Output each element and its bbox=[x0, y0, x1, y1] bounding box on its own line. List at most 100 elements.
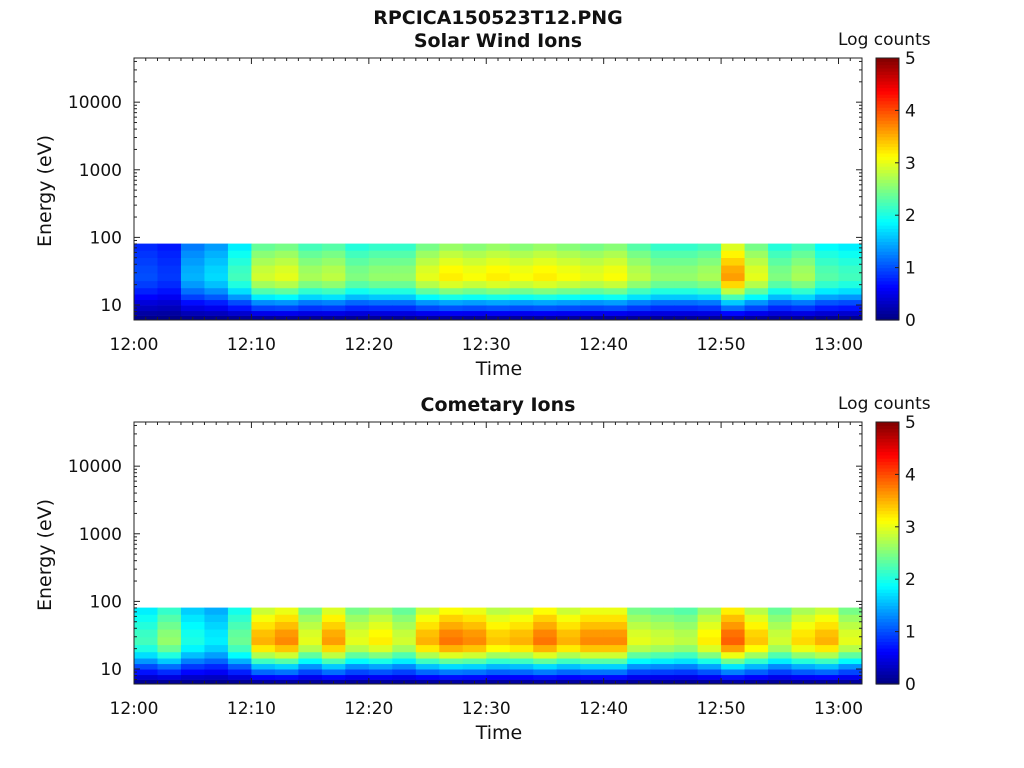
heatmap-cell bbox=[157, 273, 182, 282]
heatmap-cell bbox=[251, 243, 276, 251]
heatmap-cell bbox=[157, 305, 182, 312]
heatmap-cell bbox=[392, 614, 417, 622]
heatmap-cell bbox=[838, 651, 863, 659]
heatmap-cell bbox=[298, 644, 323, 653]
colorbar-segment bbox=[876, 90, 899, 95]
heatmap-cell bbox=[415, 273, 440, 282]
heatmap-cell bbox=[439, 273, 464, 282]
heatmap-cell bbox=[768, 265, 792, 274]
heatmap-cell bbox=[791, 305, 816, 312]
heatmap-cell bbox=[533, 663, 558, 670]
heatmap-cell bbox=[815, 644, 839, 653]
heatmap-cell bbox=[674, 243, 699, 251]
heatmap-cell bbox=[697, 629, 722, 638]
x-tick-label: 12:20 bbox=[344, 699, 393, 719]
heatmap-cell bbox=[815, 305, 839, 312]
heatmap-cell bbox=[274, 280, 299, 289]
colorbar-segment bbox=[876, 487, 899, 492]
heatmap-cell bbox=[768, 294, 792, 301]
colorbar-segment bbox=[876, 64, 899, 69]
heatmap-cell bbox=[627, 310, 652, 316]
colorbar-segment bbox=[876, 202, 899, 206]
heatmap-cell bbox=[509, 299, 534, 306]
x-tick-label: 13:00 bbox=[814, 699, 863, 719]
colorbar-segment bbox=[876, 444, 899, 449]
colorbar-tick-label: 5 bbox=[905, 49, 916, 69]
heatmap-cell bbox=[744, 607, 769, 615]
x-tick-label: 13:00 bbox=[814, 335, 863, 355]
heatmap-cell bbox=[134, 273, 158, 282]
colorbar-segment bbox=[876, 274, 899, 279]
heatmap-cell bbox=[415, 305, 440, 312]
colorbar-segment bbox=[876, 480, 899, 485]
heatmap-cell bbox=[368, 310, 393, 316]
x-tick-label: 12:30 bbox=[462, 699, 511, 719]
heatmap-cell bbox=[627, 265, 652, 274]
heatmap-cell bbox=[251, 273, 276, 282]
heatmap-cell bbox=[838, 299, 863, 306]
heatmap-cell bbox=[744, 294, 769, 301]
heatmap-cell bbox=[251, 658, 276, 665]
heatmap-cell bbox=[650, 310, 675, 316]
heatmap-cell bbox=[744, 658, 769, 665]
heatmap-cell bbox=[791, 614, 816, 622]
heatmap-cell bbox=[650, 629, 675, 638]
heatmap-cell bbox=[744, 243, 769, 251]
heatmap-cell bbox=[298, 305, 323, 312]
heatmap-cell bbox=[509, 614, 534, 622]
heatmap-cell bbox=[439, 280, 464, 289]
colorbar-frame bbox=[875, 421, 900, 685]
heatmap-cell bbox=[650, 663, 675, 670]
heatmap-cell bbox=[415, 257, 440, 266]
heatmap-cell bbox=[227, 658, 252, 665]
y-tick-label: 100 bbox=[90, 592, 122, 612]
colorbar-segment bbox=[876, 87, 899, 92]
heatmap-cell bbox=[345, 305, 370, 312]
heatmap-cell bbox=[603, 621, 628, 630]
heatmap-cell bbox=[580, 305, 605, 312]
colorbar-segment bbox=[876, 647, 899, 652]
heatmap-cell bbox=[627, 299, 652, 306]
heatmap-cell bbox=[227, 614, 252, 622]
heatmap-cell bbox=[345, 310, 370, 316]
heatmap-cell bbox=[533, 644, 558, 653]
heatmap-cell bbox=[768, 621, 792, 630]
heatmap-cell bbox=[462, 294, 487, 301]
heatmap-cell bbox=[439, 629, 464, 638]
heatmap-cell bbox=[345, 614, 370, 622]
colorbar-segment bbox=[876, 667, 899, 672]
heatmap-cell bbox=[274, 651, 299, 659]
colorbar-segment bbox=[876, 438, 899, 443]
heatmap-cell bbox=[697, 607, 722, 615]
heatmap-cell bbox=[368, 287, 393, 295]
colorbar-segment bbox=[876, 310, 899, 315]
heatmap-cell bbox=[744, 669, 769, 676]
heatmap-cell bbox=[744, 280, 769, 289]
y-tick-label: 10000 bbox=[68, 93, 122, 113]
heatmap-cell bbox=[462, 621, 487, 630]
heatmap-cell bbox=[674, 299, 699, 306]
heatmap-cell bbox=[580, 280, 605, 289]
heatmap-cell bbox=[721, 629, 745, 638]
heatmap-cell bbox=[180, 629, 205, 638]
heatmap-cell bbox=[791, 299, 816, 306]
heatmap-cell bbox=[650, 243, 675, 251]
heatmap-cell bbox=[627, 637, 652, 646]
colorbar-label: Log counts bbox=[838, 394, 931, 414]
heatmap-cell bbox=[368, 607, 393, 615]
heatmap-cell bbox=[392, 651, 417, 659]
colorbar-segment bbox=[876, 231, 899, 236]
heatmap-cell bbox=[791, 651, 816, 659]
heatmap-cell bbox=[274, 644, 299, 653]
colorbar-segment bbox=[876, 507, 899, 512]
heatmap-cell bbox=[815, 614, 839, 622]
heatmap-cell bbox=[368, 621, 393, 630]
x-axis: 12:00 12:10 12:20 12:30 12:40 12:50 13:00 Time bbox=[110, 58, 863, 380]
y-axis: 10 100 1000 10000 Energy (eV) bbox=[34, 60, 862, 321]
heatmap-cell bbox=[768, 243, 792, 251]
heatmap-cell bbox=[603, 658, 628, 665]
heatmap-cell bbox=[768, 273, 792, 282]
heatmap-cell bbox=[674, 607, 699, 615]
heatmap-cell bbox=[791, 637, 816, 646]
heatmap-cell bbox=[227, 663, 252, 670]
